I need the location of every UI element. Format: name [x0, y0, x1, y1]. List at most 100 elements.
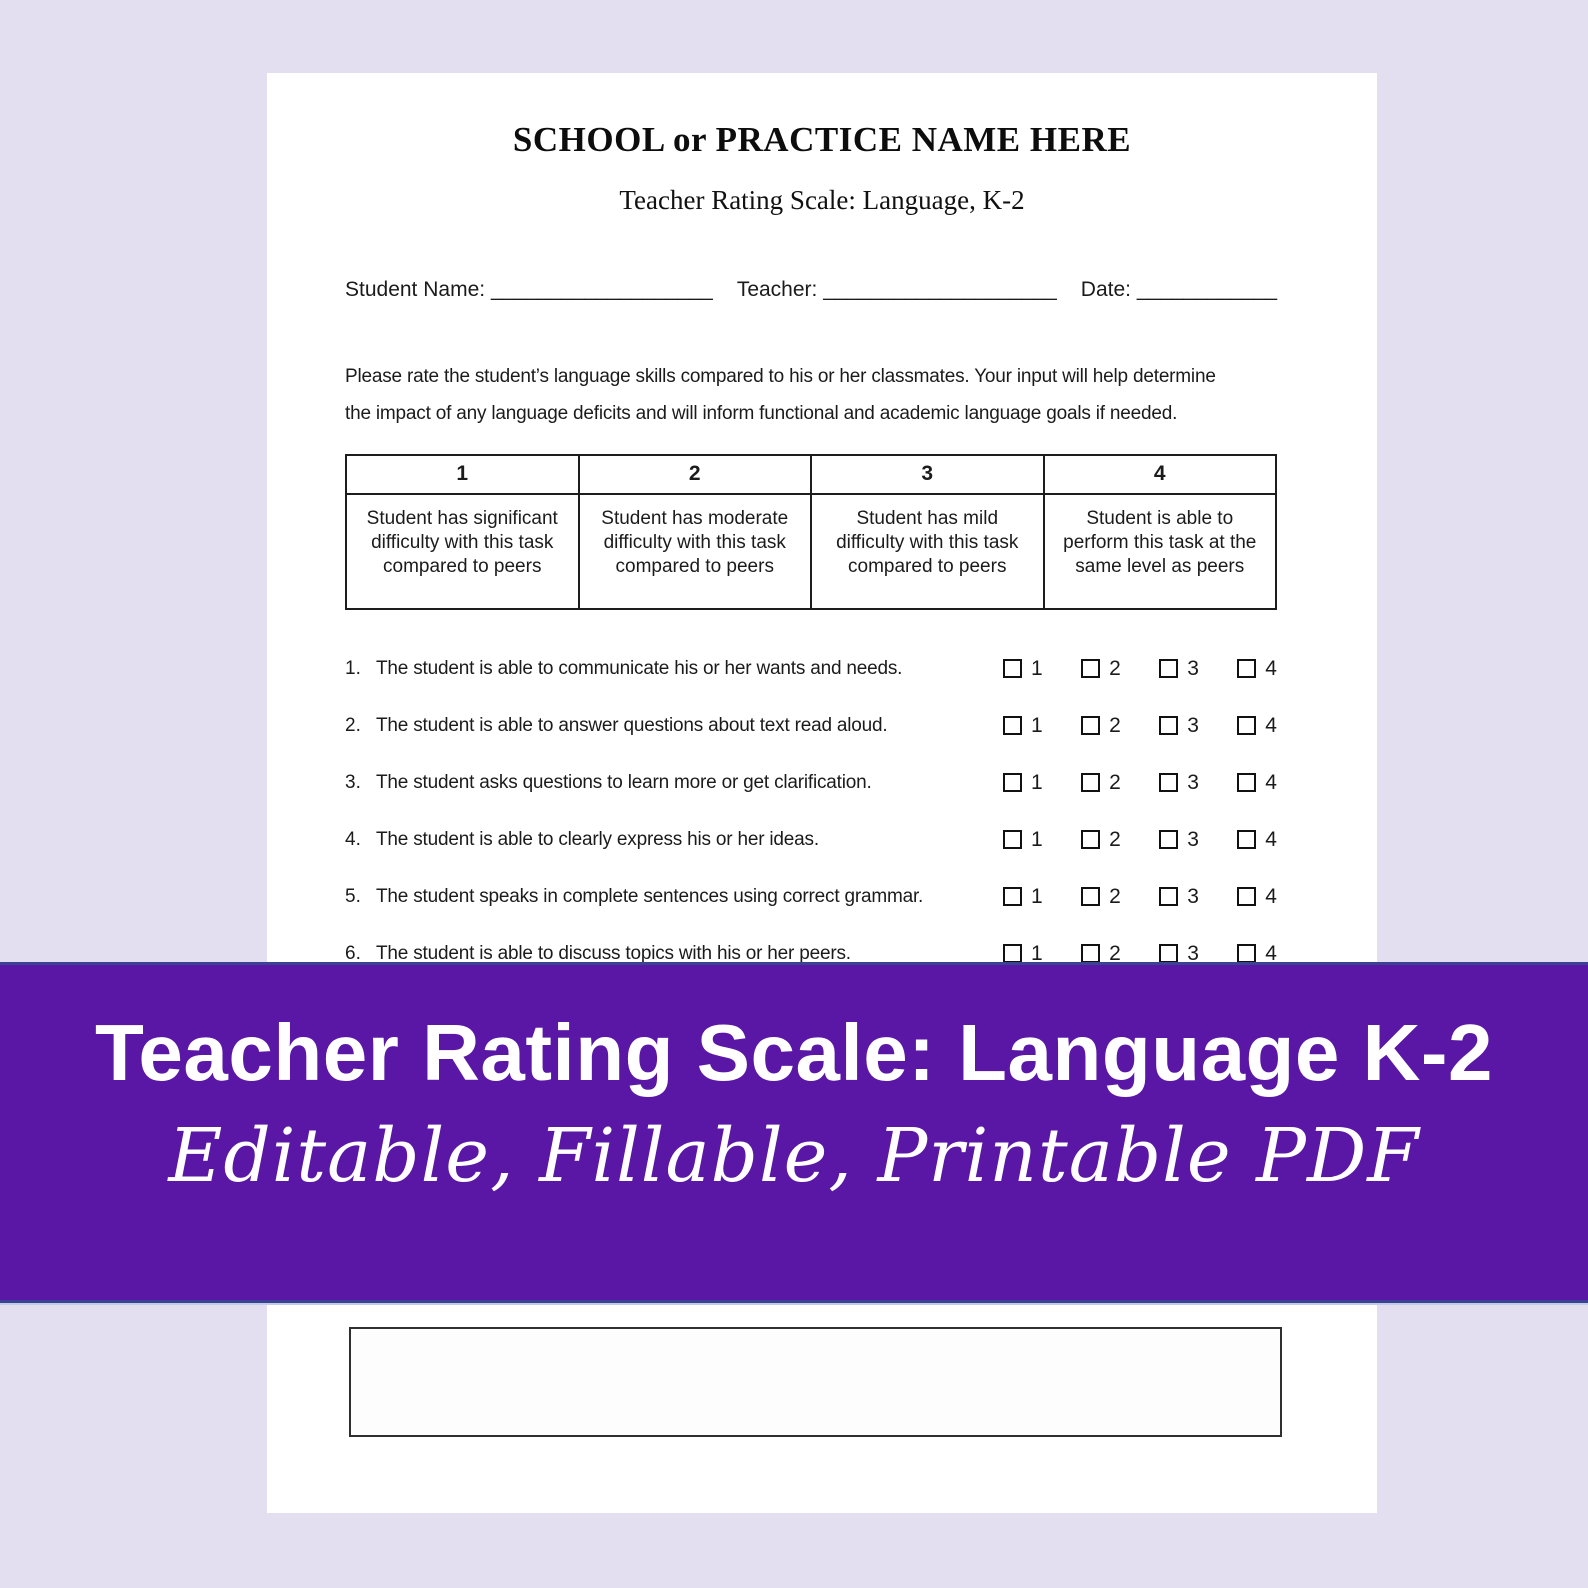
rating-value: 3	[1187, 884, 1199, 908]
checkbox-icon[interactable]	[1081, 944, 1101, 963]
rating-value: 1	[1031, 770, 1043, 794]
item-1-rating-1[interactable]: 1	[1003, 657, 1043, 681]
scale-desc-1: Student has significant difficulty with …	[345, 493, 580, 610]
checkbox-icon[interactable]	[1159, 830, 1179, 849]
rating-item-3: 3. The student asks questions to learn m…	[345, 754, 1277, 811]
item-4-rating-3[interactable]: 3	[1159, 828, 1199, 852]
checkbox-icon[interactable]	[1159, 887, 1179, 906]
item-2-ratings: 1 2 3 4	[1003, 714, 1277, 738]
item-2-rating-1[interactable]: 1	[1003, 714, 1043, 738]
item-number: 3.	[345, 771, 361, 793]
date-line[interactable]: ____________	[1136, 278, 1277, 301]
rating-value: 4	[1265, 941, 1277, 965]
checkbox-icon[interactable]	[1159, 773, 1179, 792]
item-text: The student speaks in complete sentences…	[376, 885, 924, 907]
checkbox-icon[interactable]	[1237, 830, 1257, 849]
item-2-rating-4[interactable]: 4	[1237, 714, 1277, 738]
rating-value: 3	[1187, 941, 1199, 965]
item-5-ratings: 1 2 3 4	[1003, 885, 1277, 909]
banner-subtitle: Editable, Fillable, Printable PDF	[168, 1113, 1420, 1199]
checkbox-icon[interactable]	[1159, 944, 1179, 963]
item-text: The student is able to communicate his o…	[376, 657, 903, 679]
header-fields-row: Student Name: ___________________ Teache…	[345, 278, 1277, 302]
checkbox-icon[interactable]	[1159, 716, 1179, 735]
instructions-paragraph: Please rate the student’s language skill…	[345, 358, 1377, 432]
checkbox-icon[interactable]	[1081, 887, 1101, 906]
item-4-rating-1[interactable]: 1	[1003, 828, 1043, 852]
comments-box[interactable]	[349, 1327, 1282, 1437]
checkbox-icon[interactable]	[1081, 659, 1101, 678]
item-number: 5.	[345, 885, 361, 907]
item-1-rating-2[interactable]: 2	[1081, 657, 1121, 681]
item-5-rating-4[interactable]: 4	[1237, 885, 1277, 909]
checkbox-icon[interactable]	[1003, 830, 1022, 849]
rating-value: 1	[1031, 713, 1043, 737]
item-4-rating-2[interactable]: 2	[1081, 828, 1121, 852]
item-3-rating-4[interactable]: 4	[1237, 771, 1277, 795]
scale-header-1: 1	[345, 454, 580, 495]
rating-item-2: 2. The student is able to answer questio…	[345, 697, 1277, 754]
item-3-rating-2[interactable]: 2	[1081, 771, 1121, 795]
checkbox-icon[interactable]	[1081, 773, 1101, 792]
item-5-rating-3[interactable]: 3	[1159, 885, 1199, 909]
rating-value: 1	[1031, 884, 1043, 908]
date-label: Date:	[1080, 278, 1131, 301]
item-3-rating-1[interactable]: 1	[1003, 771, 1043, 795]
item-text: The student asks questions to learn more…	[376, 771, 872, 793]
item-2-rating-3[interactable]: 3	[1159, 714, 1199, 738]
rating-scale-table: 1 2 3 4 Student has significant difficul…	[345, 454, 1277, 610]
item-1-rating-3[interactable]: 3	[1159, 657, 1199, 681]
school-name-title: SCHOOL or PRACTICE NAME HERE	[512, 120, 1132, 159]
instructions-line-1: Please rate the student’s language skill…	[345, 366, 1216, 387]
teacher-label: Teacher:	[736, 278, 818, 301]
item-3-rating-3[interactable]: 3	[1159, 771, 1199, 795]
rating-value: 2	[1109, 713, 1121, 737]
checkbox-icon[interactable]	[1237, 944, 1257, 963]
teacher-line[interactable]: ____________________	[823, 278, 1057, 301]
promo-banner: Teacher Rating Scale: Language K-2 Edita…	[0, 962, 1588, 1303]
scale-header-3: 3	[810, 454, 1045, 495]
checkbox-icon[interactable]	[1237, 716, 1257, 735]
item-text: The student is able to answer questions …	[376, 714, 888, 736]
checkbox-icon[interactable]	[1159, 659, 1179, 678]
checkbox-icon[interactable]	[1003, 944, 1022, 963]
rating-item-1: 1. The student is able to communicate hi…	[345, 640, 1277, 697]
checkbox-icon[interactable]	[1081, 830, 1101, 849]
item-5-rating-2[interactable]: 2	[1081, 885, 1121, 909]
instructions-line-2: the impact of any language deficits and …	[345, 403, 1178, 424]
checkbox-icon[interactable]	[1003, 887, 1022, 906]
item-2-rating-2[interactable]: 2	[1081, 714, 1121, 738]
rating-value: 4	[1265, 827, 1277, 851]
scale-header-4: 4	[1042, 454, 1277, 495]
rating-value: 2	[1109, 884, 1121, 908]
student-name-line[interactable]: ___________________	[490, 278, 713, 301]
scale-desc-2: Student has moderate difficulty with thi…	[577, 493, 812, 610]
student-name-field: Student Name: ___________________	[345, 278, 713, 302]
rating-items-list: 1. The student is able to communicate hi…	[345, 640, 1277, 982]
item-4-rating-4[interactable]: 4	[1237, 828, 1277, 852]
rating-value: 4	[1265, 656, 1277, 680]
checkbox-icon[interactable]	[1237, 887, 1257, 906]
item-5-rating-1[interactable]: 1	[1003, 885, 1043, 909]
item-1-rating-4[interactable]: 4	[1237, 657, 1277, 681]
rating-value: 2	[1109, 827, 1121, 851]
checkbox-icon[interactable]	[1003, 659, 1022, 678]
rating-value: 3	[1187, 656, 1199, 680]
scale-header-row: 1 2 3 4	[345, 454, 1277, 495]
rating-value: 3	[1187, 770, 1199, 794]
date-field: Date: ____________	[1081, 278, 1277, 302]
checkbox-icon[interactable]	[1081, 716, 1101, 735]
checkbox-icon[interactable]	[1237, 773, 1257, 792]
item-number: 6.	[345, 942, 361, 964]
checkbox-icon[interactable]	[1003, 773, 1022, 792]
item-4-ratings: 1 2 3 4	[1003, 828, 1277, 852]
checkbox-icon[interactable]	[1237, 659, 1257, 678]
banner-title: Teacher Rating Scale: Language K-2	[94, 1008, 1494, 1097]
item-text: The student is able to discuss topics wi…	[376, 942, 851, 964]
rating-value: 2	[1109, 770, 1121, 794]
rating-value: 3	[1187, 827, 1199, 851]
student-name-label: Student Name:	[345, 278, 486, 301]
rating-item-4: 4. The student is able to clearly expres…	[345, 811, 1277, 868]
checkbox-icon[interactable]	[1003, 716, 1022, 735]
